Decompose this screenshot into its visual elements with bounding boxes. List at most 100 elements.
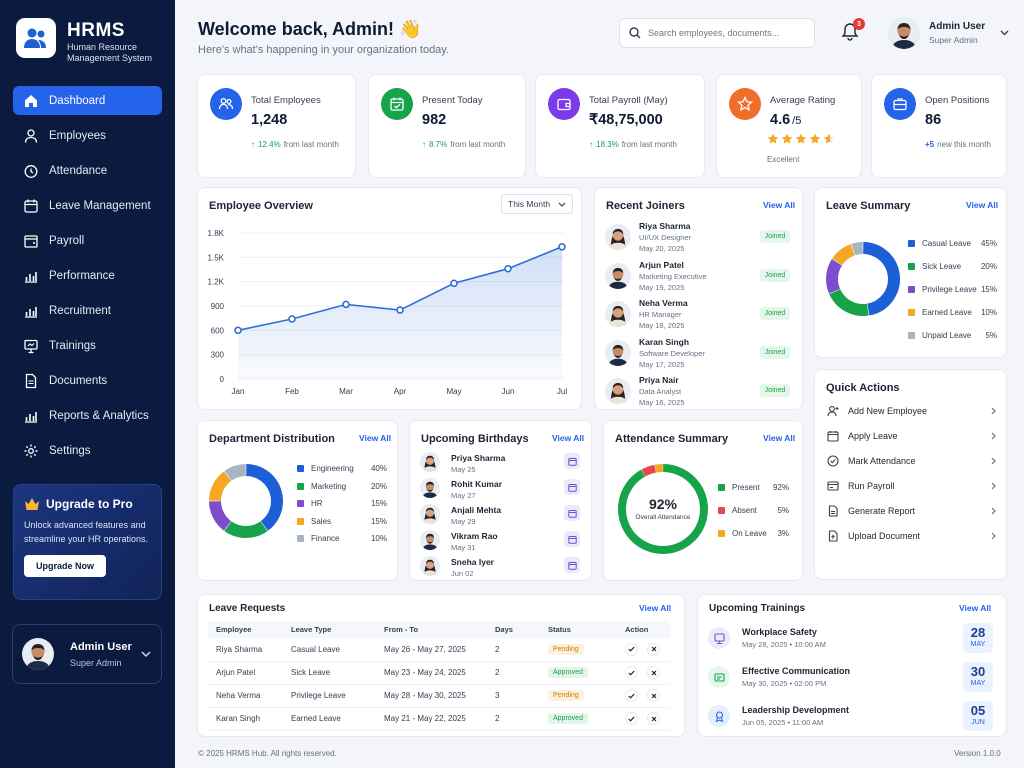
stat-change: ↑ 12.4% from last month [251,140,339,149]
period-select[interactable]: This Month [501,194,573,214]
department-donut [209,464,283,538]
training-item[interactable]: Leadership Development Jun 05, 2025 • 11:… [708,701,993,737]
legend-item: HR 15% [297,499,387,508]
reject-x-icon[interactable] [647,712,660,725]
calendar-icon[interactable] [564,557,580,573]
column-header: Employee [208,621,283,638]
reject-x-icon[interactable] [647,642,660,656]
department-distribution-card: Department Distribution View All Enginee… [197,420,398,581]
joiner-item[interactable]: Neha Verma HR Manager May 18, 2025 Joined [605,298,790,332]
data-point [342,300,350,309]
legend-label: Marketing [311,481,347,491]
training-day: 30 [970,664,986,679]
legend-item: Engineering 40% [297,464,387,473]
header-user-menu[interactable]: Admin User Super Admin [888,17,1009,49]
joiner-item[interactable]: Karan Singh Software Developer May 17, 202… [605,337,790,371]
birthday-name: Anjali Mehta [451,505,502,515]
legend-value: 20% [980,262,997,271]
stat-note: Excellent [767,155,800,164]
birthday-item[interactable]: Anjali Mehta May 29 [420,502,580,528]
search-bar[interactable] [619,18,815,48]
attendance-donut [618,464,708,554]
approve-check-icon[interactable] [625,689,638,702]
donut-slice [209,471,232,502]
approve-check-icon[interactable] [625,666,638,679]
sidebar-item-trainings[interactable]: Trainings [13,331,162,360]
view-all-link[interactable]: View All [763,433,796,443]
stat-card: Average Rating 4.6/5 Excellent [716,74,862,178]
logo [16,18,56,58]
sidebar-item-payroll[interactable]: Payroll [13,226,162,255]
birthday-item[interactable]: Priya Sharma May 25 [420,450,580,476]
training-name: Leadership Development [742,705,850,715]
leave-requests-table: Employee Leave Type From - To Days Status Act… [208,621,670,731]
cell-action [617,638,670,662]
quick-action-apply-leave[interactable]: Apply Leave [827,426,997,446]
legend-swatch [297,482,304,490]
sidebar-user-card[interactable]: Admin User Super Admin [12,624,162,684]
cell-action [617,707,670,731]
joiner-item[interactable]: Arjun Patel Marketing Executive May 19, 20… [605,260,790,294]
quick-action-run-payroll[interactable]: Run Payroll [827,476,997,496]
birthday-item[interactable]: Vikram Rao May 31 [420,528,580,554]
wallet-icon [548,88,580,120]
training-item[interactable]: Effective Communication May 30, 2025 • 02… [708,662,993,698]
sidebar-item-recruitment[interactable]: Recruitment [13,296,162,325]
chevron-down-icon[interactable] [141,651,151,657]
notifications-button[interactable]: 3 [840,18,865,44]
birthday-item[interactable]: Sneha Iyer Jun 02 [420,554,580,580]
data-point [234,326,242,335]
sidebar-item-documents[interactable]: Documents [13,366,162,395]
bar-chart-icon [22,267,40,285]
calendar-icon[interactable] [564,479,580,495]
search-input[interactable] [648,28,798,38]
sidebar-item-label: Employees [49,129,106,142]
sidebar-item-leave-management[interactable]: Leave Management [13,191,162,220]
training-item[interactable]: Workplace Safety May 28, 2025 • 10:00 AM 2… [708,623,993,659]
sidebar-item-performance[interactable]: Performance [13,261,162,290]
view-all-link[interactable]: View All [639,603,672,613]
legend-item: Unpaid Leave 5% [908,331,997,340]
table-row: Neha Verma Privilege Leave May 28 - May 30… [208,684,670,708]
sidebar-item-dashboard[interactable]: Dashboard [13,86,162,115]
view-all-link[interactable]: View All [552,433,585,443]
chevron-down-icon[interactable] [1000,30,1009,36]
reject-x-icon[interactable] [647,689,660,702]
sidebar-nav: Dashboard Employees Attendance Leave Manage… [13,86,162,471]
sidebar-item-settings[interactable]: Settings [13,436,162,465]
reject-x-icon[interactable] [647,666,660,679]
approve-check-icon[interactable] [625,712,638,725]
sidebar-item-reports-analytics[interactable]: Reports & Analytics [13,401,162,430]
view-all-link[interactable]: View All [359,433,392,443]
briefcase-icon [884,88,916,120]
header-user-name: Admin User [929,21,986,32]
approve-check-icon[interactable] [625,642,638,656]
avatar [420,452,440,472]
view-all-link[interactable]: View All [959,603,992,613]
clock-icon [22,162,40,180]
legend-swatch [718,484,725,491]
quick-action-upload-document[interactable]: Upload Document [827,526,997,546]
quick-action-generate-report[interactable]: Generate Report [827,501,997,521]
quick-action-mark-attendance[interactable]: Mark Attendance [827,451,997,471]
stat-label: Average Rating [770,95,836,106]
training-date: May 28, 2025 • 10:00 AM [742,640,826,649]
quick-action-add-new-employee[interactable]: Add New Employee [827,401,997,421]
sidebar-item-employees[interactable]: Employees [13,121,162,150]
calendar-icon[interactable] [564,505,580,521]
stat-change-value: 18.3% [596,140,619,149]
view-all-link[interactable]: View All [966,200,999,210]
calendar-icon[interactable] [564,453,580,469]
stat-value-wrap: ₹48,75,000 [589,112,663,128]
joiner-item[interactable]: Riya Sharma UI/UX Designer May 20, 2025 Joi… [605,221,790,255]
status-badge: Joined [760,307,790,320]
joiner-item[interactable]: Priya Nair Data Analyst May 16, 2025 Joined [605,375,790,409]
birthday-item[interactable]: Rohit Kumar May 27 [420,476,580,502]
status-badge: Pending [548,643,584,655]
stat-label: Present Today [422,95,483,106]
sidebar-item-attendance[interactable]: Attendance [13,156,162,185]
leave-summary-donut [826,242,900,316]
view-all-link[interactable]: View All [763,200,796,210]
upgrade-now-button[interactable]: Upgrade Now [24,555,106,577]
calendar-icon[interactable] [564,531,580,547]
